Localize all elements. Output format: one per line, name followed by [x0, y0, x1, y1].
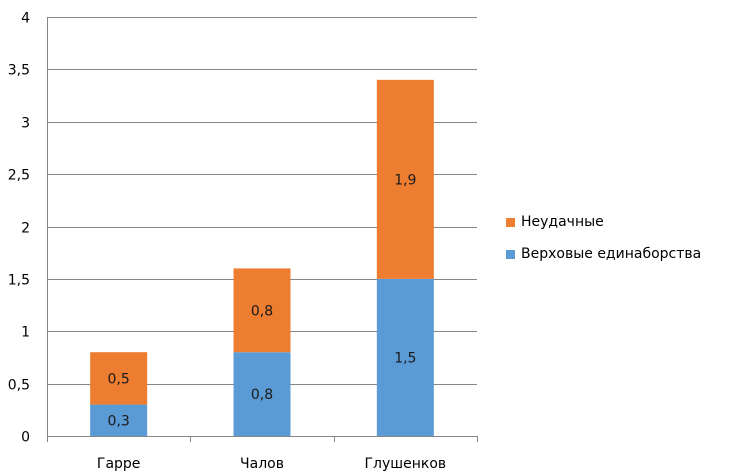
bar-segment [90, 404, 148, 436]
data-label: 0,8 [251, 303, 273, 319]
y-tick-label: 2 [21, 221, 30, 237]
y-tick-label: 1,5 [8, 273, 30, 289]
x-category-label: Гарре [97, 456, 141, 472]
data-label: 0,3 [108, 413, 130, 429]
bar-segment [90, 352, 148, 405]
data-label: 1,9 [394, 172, 416, 188]
legend-item-neudachnye: Неудачные [506, 212, 701, 232]
legend-label-neudachnye: Неудачные [521, 214, 604, 230]
bar-segment [376, 278, 434, 436]
y-tick-label: 2,5 [8, 168, 30, 184]
bar-segment [376, 79, 434, 279]
legend-swatch-neudachnye [506, 217, 515, 227]
y-tick-label: 0,5 [8, 378, 30, 394]
data-label: 1,5 [394, 350, 416, 366]
y-tick-label: 4 [21, 11, 30, 27]
y-tick-label: 1 [21, 325, 30, 341]
legend-swatch-verkhovye [506, 249, 515, 259]
legend-label-verkhovye: Верховые единаборства [521, 246, 702, 262]
legend: Неудачные Верховые единаборства [506, 212, 701, 276]
bar-segment [233, 352, 291, 436]
x-category-label: Глушенков [365, 456, 447, 472]
data-label: 0,5 [108, 371, 130, 387]
y-tick-label: 3,5 [8, 63, 30, 79]
y-tick-label: 0 [21, 430, 30, 446]
data-label: 0,8 [251, 387, 273, 403]
x-category-label: Чалов [240, 456, 284, 472]
bar-segment [233, 268, 291, 353]
legend-item-verkhovye: Верховые единаборства [506, 244, 701, 264]
y-tick-label: 3 [21, 116, 30, 132]
